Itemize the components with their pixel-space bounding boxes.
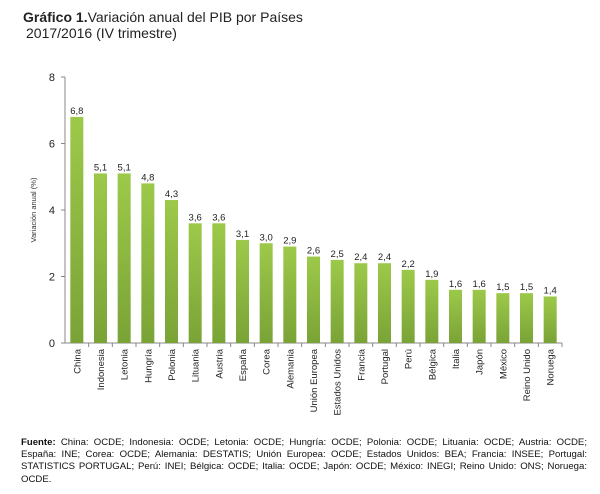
data-label: 1,9 — [425, 269, 438, 280]
data-label: 3,6 — [189, 212, 202, 223]
data-label: 1,5 — [496, 282, 509, 293]
data-label: 5,1 — [94, 162, 107, 173]
bar — [94, 173, 107, 343]
chart-subtitle: 2017/2016 (IV trimestre) — [26, 25, 177, 41]
x-tick-label: Perú — [404, 349, 415, 369]
x-tick-label: Corea — [262, 348, 273, 375]
bar — [283, 246, 297, 343]
bar — [543, 296, 557, 343]
data-label: 1,6 — [473, 279, 486, 290]
data-label: 2,6 — [307, 246, 320, 257]
x-tick-label: Portugal — [380, 349, 391, 384]
data-label: 1,4 — [544, 285, 557, 296]
bar — [70, 116, 84, 344]
bar — [520, 293, 533, 343]
data-label: 1,6 — [449, 279, 462, 290]
bar — [496, 293, 510, 343]
bar — [330, 259, 344, 343]
source-label: Fuente: — [21, 437, 56, 448]
data-label: 3,1 — [236, 229, 249, 240]
data-label: 2,4 — [354, 252, 367, 263]
data-label: 2,2 — [402, 259, 415, 270]
bar — [141, 183, 155, 343]
data-label: 1,5 — [520, 282, 533, 293]
bar — [259, 243, 273, 343]
bar — [236, 239, 249, 343]
data-label: 4,3 — [165, 189, 178, 200]
x-tick-label: Reino Unido — [522, 349, 533, 401]
y-tick-label: 2 — [49, 272, 55, 284]
data-label: 5,1 — [118, 162, 131, 173]
x-tick-label: Estados Unidos — [333, 349, 344, 416]
bar — [212, 223, 226, 343]
x-tick-label: Bélgica — [427, 348, 438, 380]
data-label: 4,8 — [141, 172, 154, 183]
x-tick-label: Indonesia — [96, 348, 107, 390]
x-tick-label: China — [72, 348, 83, 374]
data-label: 3,6 — [212, 212, 225, 223]
x-tick-label: Noruega — [546, 348, 557, 385]
bar — [354, 263, 368, 343]
x-tick-label: Lituania — [191, 348, 202, 382]
bar — [425, 279, 439, 343]
bar — [472, 289, 486, 343]
bar — [378, 263, 391, 343]
y-tick-label: 6 — [49, 139, 55, 151]
x-tick-label: Italia — [451, 348, 462, 369]
x-tick-label: Letonia — [120, 348, 131, 380]
title-rest: Variación anual del PIB por Países — [87, 9, 303, 25]
bar — [117, 173, 131, 343]
x-tick-label: España — [238, 348, 249, 381]
y-tick-label: 4 — [49, 205, 55, 217]
bar — [307, 256, 320, 343]
x-tick-label: Hungría — [143, 348, 154, 383]
data-label: 2,9 — [283, 236, 296, 247]
x-tick-label: México — [498, 349, 509, 379]
data-label: 2,5 — [331, 249, 344, 260]
bar — [401, 269, 415, 343]
bar — [449, 289, 462, 343]
x-tick-label: Polonia — [167, 348, 178, 380]
data-label: 3,0 — [260, 232, 273, 243]
chart-title: Gráfico 1.Variación anual del PIB por Pa… — [23, 10, 303, 25]
bar — [188, 223, 202, 343]
bar — [165, 200, 178, 343]
title-bold: Gráfico 1. — [23, 9, 88, 25]
x-tick-label: Austria — [214, 348, 225, 378]
source-text: China: OCDE; Indonesia: OCDE; Letonia: O… — [21, 437, 587, 485]
data-label: 2,4 — [378, 252, 391, 263]
x-tick-label: Unión Europea — [309, 348, 320, 412]
data-label: 6,8 — [70, 106, 83, 117]
y-tick-label: 8 — [49, 72, 55, 84]
x-tick-label: Francia — [356, 348, 367, 380]
y-tick-label: 0 — [49, 338, 55, 350]
x-tick-label: Japón — [475, 349, 486, 375]
y-axis-label: Variación anual (%) — [29, 177, 38, 242]
x-tick-label: Alemania — [285, 348, 296, 388]
source-note: Fuente: China: OCDE; Indonesia: OCDE; Le… — [21, 437, 587, 486]
